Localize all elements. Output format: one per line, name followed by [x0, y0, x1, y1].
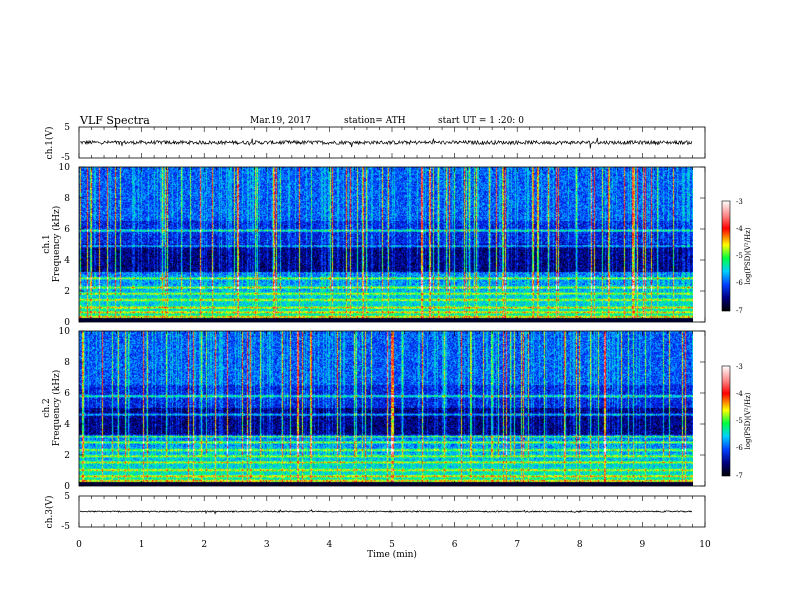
ch2-colorbar-tick-m4: -4	[736, 390, 743, 398]
ch1-colorbar-gradient	[721, 200, 731, 312]
ch1-waveform-panel: 5 -5 ch.1(V)	[44, 123, 706, 163]
sp1-ytick-label-10: 10	[59, 163, 71, 173]
ch2-colorbar-tick-m7: -7	[736, 472, 743, 480]
sp1-ytick-label-0: 0	[64, 318, 70, 328]
time-axis-tick-3: 3	[264, 540, 270, 550]
time-axis-tick-2: 2	[201, 540, 207, 550]
ch1-ytick-top: 5	[64, 123, 70, 133]
ch2-colorbar: -3 -4 -5 -6 -7 log(PSD)(V²/Hz)	[721, 363, 752, 480]
ch2-colorbar-tick-m3: -3	[736, 363, 743, 371]
ch1-colorbar-tick-m7: -7	[736, 307, 743, 315]
time-axis-tick-5: 5	[389, 540, 395, 550]
sp1-ytick-label-4: 4	[64, 256, 70, 266]
time-axis-tick-labels: 0 1 2 3 4 5 6 7 8 9 10	[76, 540, 711, 550]
station-label: station= ATH	[344, 116, 406, 126]
time-axis-tick-0: 0	[76, 540, 82, 550]
ch2-spectrogram-ylabel-line1: ch.2	[42, 398, 52, 417]
ch2-spectrogram-heatmap	[79, 331, 693, 486]
sp2-ytick-label-8: 8	[64, 358, 70, 368]
sp2-ytick-label-2: 2	[64, 451, 70, 461]
ch1-spectrogram-image-holder	[79, 167, 693, 322]
ch1-colorbar-tick-m6: -6	[736, 279, 743, 287]
ch1-colorbar: -3 -4 -5 -6 -7 log(PSD)(V²/Hz)	[721, 198, 752, 315]
sp2-ytick-label-4: 4	[64, 420, 70, 430]
time-axis-tick-8: 8	[577, 540, 583, 550]
ch3-ytick-top: 5	[64, 492, 70, 502]
sp1-ytick-label-2: 2	[64, 287, 70, 297]
ch1-colorbar-label: log(PSD)(V²/Hz)	[744, 227, 752, 284]
start-ut-label: start UT = 1 :20: 0	[438, 116, 524, 126]
ch1-waveform-ylabel: ch.1(V)	[44, 127, 55, 160]
sp2-ytick-label-6: 6	[64, 389, 70, 399]
time-axis-tick-7: 7	[514, 540, 520, 550]
ch1-spectrogram-ylabel-line2: Frequency (kHz)	[51, 206, 62, 283]
ch3-waveform-panel: 5 -5 ch.3(V) 0 1 2 3 4 5 6 7 8 9 10	[44, 492, 711, 550]
date-label: Mar.19, 2017	[250, 116, 311, 126]
sp2-ytick-label-0: 0	[64, 482, 70, 492]
ch1-spectrogram-panel: 0 2 4 6 8 10 ch.1 Frequency (kHz)	[42, 163, 706, 328]
sp2-ytick-label-10: 10	[59, 327, 71, 337]
ch2-spectrogram-xticks	[78, 331, 706, 486]
ch1-colorbar-tick-m5: -5	[736, 252, 743, 260]
ch2-colorbar-label: log(PSD)(V²/Hz)	[744, 392, 752, 449]
figure-title: VLF Spectra	[79, 114, 150, 127]
ch1-ytick-bottom: -5	[61, 153, 70, 163]
time-axis-label: Time (min)	[367, 549, 417, 560]
ch1-spectrogram-yticks: 0 2 4 6 8 10	[59, 163, 705, 328]
sp1-ytick-label-8: 8	[64, 194, 70, 204]
ch1-colorbar-tick-m4: -4	[736, 225, 743, 233]
ch1-waveform-xticks	[78, 127, 706, 158]
ch3-waveform-xticks	[78, 496, 706, 527]
ch1-spectrogram-heatmap	[79, 167, 693, 322]
time-axis-tick-1: 1	[139, 540, 145, 550]
time-axis-tick-10: 10	[699, 540, 711, 550]
ch2-spectrogram-image-holder	[79, 331, 693, 486]
time-axis-tick-9: 9	[640, 540, 646, 550]
ch2-colorbar-tick-m6: -6	[736, 444, 743, 452]
ch3-waveform-line	[79, 509, 693, 515]
ch1-waveform-line	[79, 137, 693, 149]
ch1-spectrogram-xticks	[78, 167, 706, 322]
ch2-spectrogram-panel: 0 2 4 6 8 10 ch.2 Frequency (kHz)	[42, 327, 706, 492]
time-axis-tick-6: 6	[452, 540, 458, 550]
ch1-spectrogram-ylabel-line1: ch.1	[42, 234, 52, 253]
ch3-ytick-bottom: -5	[61, 522, 70, 532]
ch2-spectrogram-ylabel-line2: Frequency (kHz)	[51, 370, 62, 447]
ch3-waveform-ylabel: ch.3(V)	[44, 496, 55, 529]
ch2-spectrogram-yticks: 0 2 4 6 8 10	[59, 327, 705, 492]
ch2-colorbar-gradient	[721, 365, 731, 477]
time-axis-tick-4: 4	[327, 540, 333, 550]
sp1-ytick-label-6: 6	[64, 225, 70, 235]
ch1-colorbar-tick-m3: -3	[736, 198, 743, 206]
ch2-colorbar-tick-m5: -5	[736, 417, 743, 425]
